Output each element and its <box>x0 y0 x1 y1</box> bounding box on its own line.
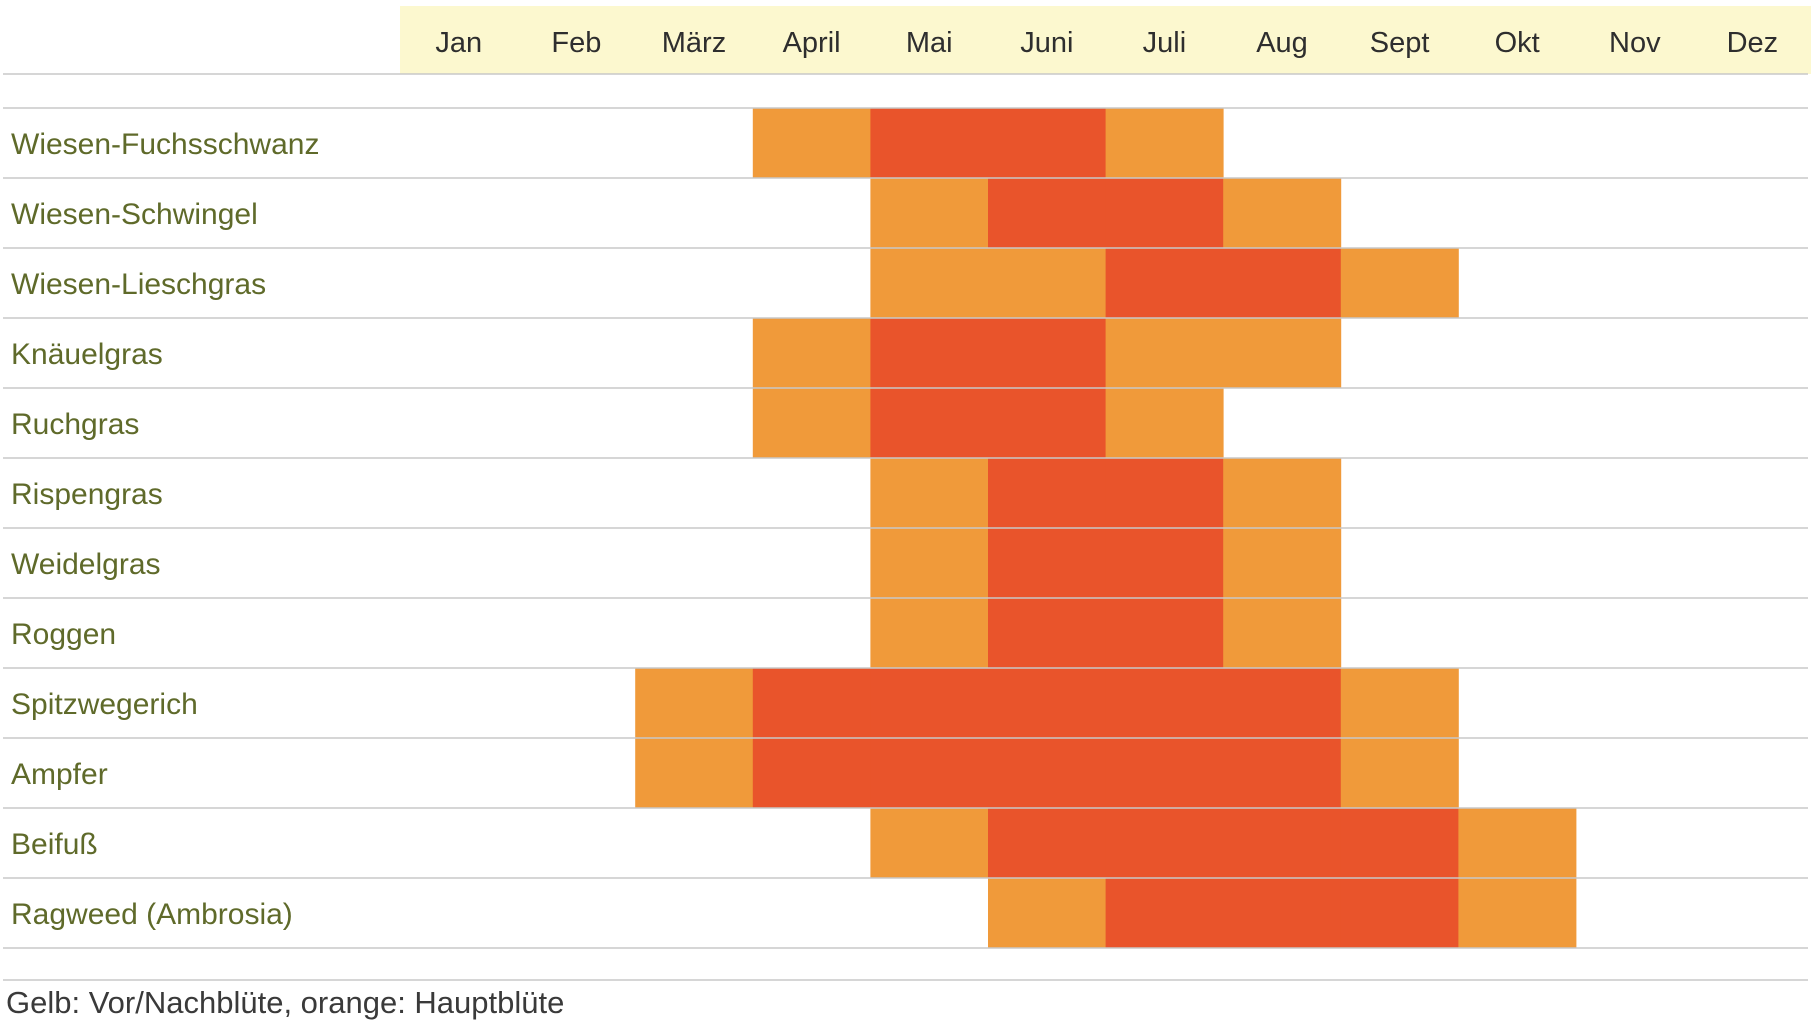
main-bloom-cell <box>988 808 1106 878</box>
row-label: Ragweed (Ambrosia) <box>11 898 293 931</box>
main-bloom-cell <box>988 528 1106 598</box>
pre-post-bloom-cell <box>988 878 1106 948</box>
main-bloom-cell <box>1105 598 1224 668</box>
pre-post-bloom-cell <box>1105 108 1224 178</box>
main-bloom-cell <box>870 668 989 738</box>
main-bloom-cell <box>1105 458 1224 528</box>
row-label: Ampfer <box>11 758 108 791</box>
main-bloom-cell <box>1223 878 1342 948</box>
main-bloom-cell <box>1105 668 1224 738</box>
main-bloom-cell <box>988 318 1106 388</box>
main-bloom-cell <box>988 388 1106 458</box>
main-bloom-cell <box>988 178 1106 248</box>
pre-post-bloom-cell <box>752 318 871 388</box>
month-label: Jan <box>435 27 482 59</box>
main-bloom-cell <box>870 388 989 458</box>
main-bloom-cell <box>1105 528 1224 598</box>
row-label: Knäuelgras <box>11 338 163 371</box>
main-bloom-cell <box>1223 738 1342 808</box>
main-bloom-cell <box>988 668 1106 738</box>
main-bloom-cell <box>1105 878 1224 948</box>
pre-post-bloom-cell <box>870 598 989 668</box>
pre-post-bloom-cell <box>1340 738 1459 808</box>
month-label: Juni <box>1020 27 1073 59</box>
row-label: Wiesen-Schwingel <box>11 198 258 231</box>
main-bloom-cell <box>988 458 1106 528</box>
main-bloom-cell <box>988 108 1106 178</box>
main-bloom-cell <box>1105 248 1224 318</box>
pre-post-bloom-cell <box>635 738 754 808</box>
month-label: Mai <box>906 27 953 59</box>
main-bloom-cell <box>1105 738 1224 808</box>
pre-post-bloom-cell <box>988 248 1106 318</box>
chart-caption: Gelb: Vor/Nachblüte, orange: Hauptblüte <box>6 985 565 1020</box>
pre-post-bloom-cell <box>870 248 989 318</box>
main-bloom-cell <box>752 738 871 808</box>
pre-post-bloom-cell <box>635 668 754 738</box>
month-label: Sept <box>1370 27 1430 59</box>
main-bloom-cell <box>1223 248 1342 318</box>
row-label: Weidelgras <box>11 548 161 581</box>
row-label: Spitzwegerich <box>11 688 198 721</box>
row-label: Rispengras <box>11 478 163 511</box>
row-label: Wiesen-Lieschgras <box>11 268 266 301</box>
month-label: Okt <box>1495 27 1540 59</box>
row-label: Wiesen-Fuchsschwanz <box>11 128 319 161</box>
main-bloom-cell <box>1340 878 1459 948</box>
month-label: Dez <box>1727 27 1779 59</box>
pre-post-bloom-cell <box>1340 668 1459 738</box>
pre-post-bloom-cell <box>752 388 871 458</box>
main-bloom-cell <box>1223 808 1342 878</box>
pre-post-bloom-cell <box>1223 458 1342 528</box>
row-label: Ruchgras <box>11 408 139 441</box>
main-bloom-cell <box>988 598 1106 668</box>
pre-post-bloom-cell <box>870 528 989 598</box>
main-bloom-cell <box>870 738 989 808</box>
month-label: April <box>783 27 841 59</box>
main-bloom-cell <box>752 668 871 738</box>
pre-post-bloom-cell <box>1458 878 1577 948</box>
main-bloom-cell <box>1105 178 1224 248</box>
month-label: März <box>662 27 726 59</box>
main-bloom-cell <box>988 738 1106 808</box>
main-bloom-cell <box>1105 808 1224 878</box>
month-label: Aug <box>1256 27 1308 59</box>
pre-post-bloom-cell <box>1223 318 1342 388</box>
month-label: Nov <box>1609 27 1661 59</box>
pre-post-bloom-cell <box>870 458 989 528</box>
main-bloom-cell <box>870 318 989 388</box>
row-label: Beifuß <box>11 828 98 861</box>
pre-post-bloom-cell <box>1223 598 1342 668</box>
month-label: Feb <box>551 27 601 59</box>
pre-post-bloom-cell <box>870 808 989 878</box>
row-label: Roggen <box>11 618 116 651</box>
main-bloom-cell <box>870 108 989 178</box>
pre-post-bloom-cell <box>1223 528 1342 598</box>
month-label: Juli <box>1143 27 1187 59</box>
pre-post-bloom-cell <box>1458 808 1577 878</box>
main-bloom-cell <box>1223 668 1342 738</box>
main-bloom-cell <box>1340 808 1459 878</box>
month-header-band <box>400 6 1811 74</box>
pre-post-bloom-cell <box>752 108 871 178</box>
pre-post-bloom-cell <box>1340 248 1459 318</box>
pre-post-bloom-cell <box>870 178 989 248</box>
pre-post-bloom-cell <box>1105 388 1224 458</box>
pre-post-bloom-cell <box>1105 318 1224 388</box>
pre-post-bloom-cell <box>1223 178 1342 248</box>
